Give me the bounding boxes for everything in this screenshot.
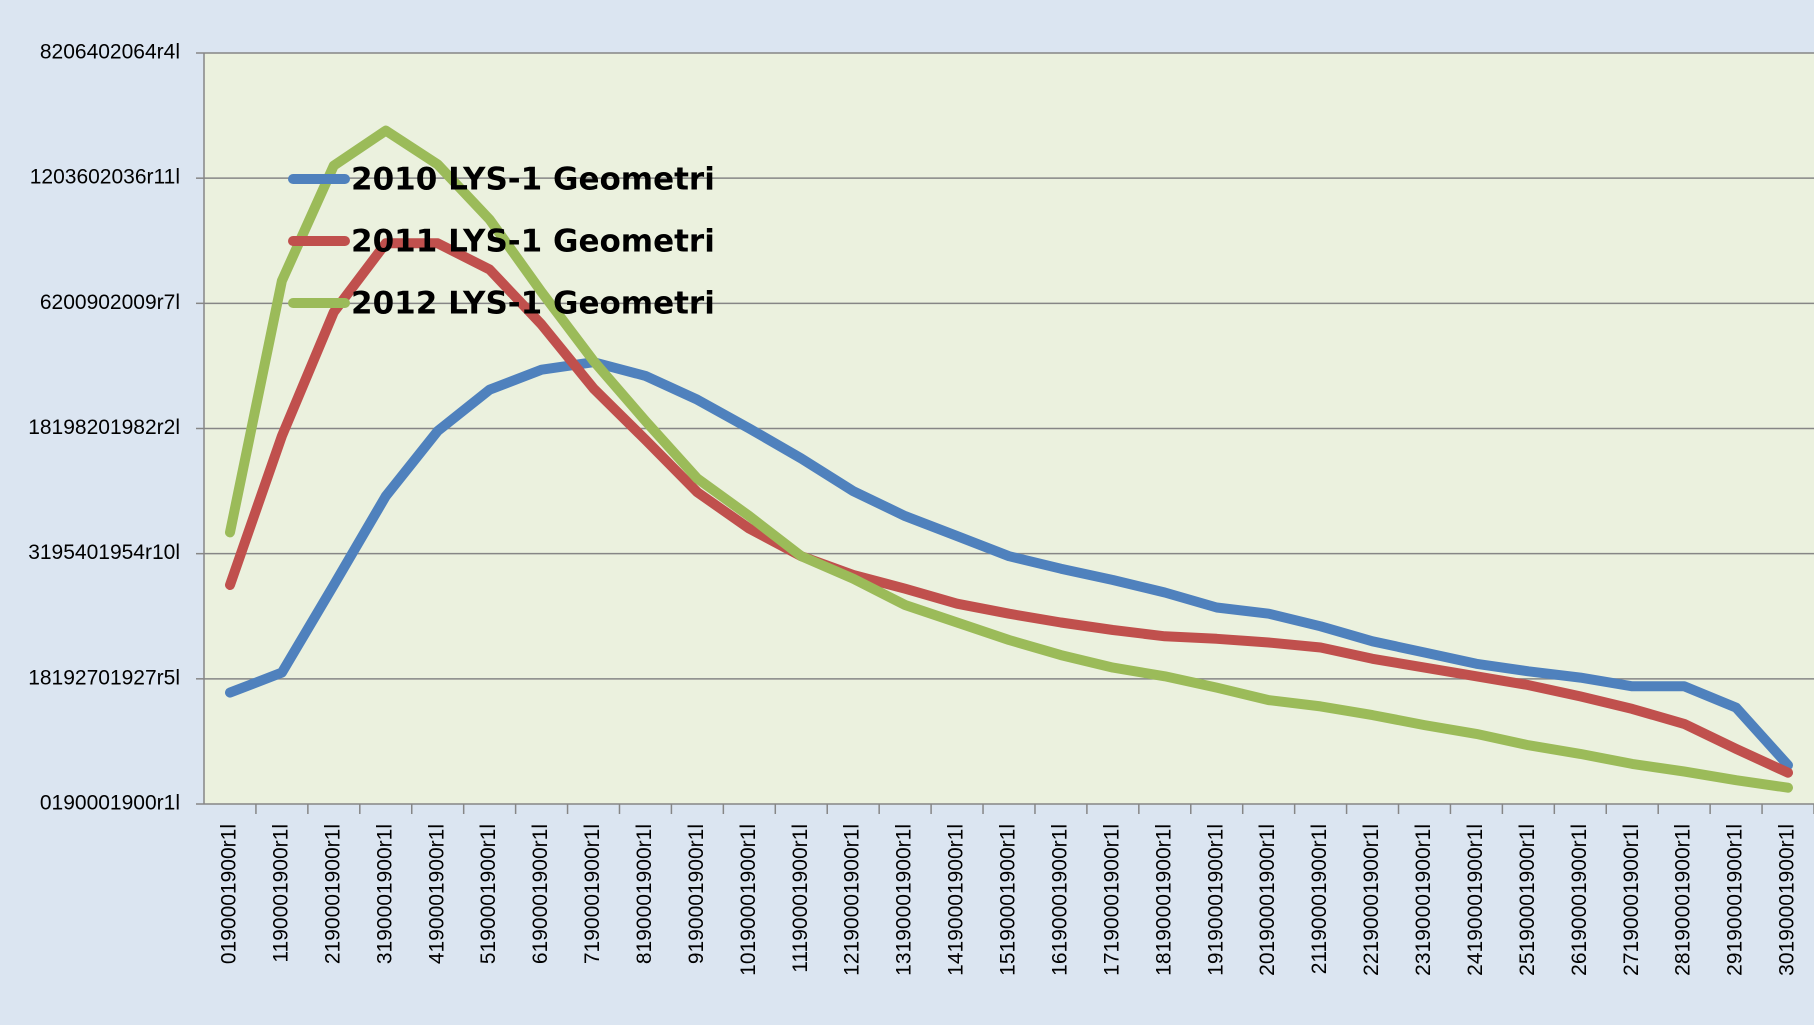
x-tick-label: 8190001900r1l [633, 824, 656, 964]
y-tick-label: 18198201982r2l [28, 416, 180, 439]
x-tick-label: 17190001900r1l [1100, 824, 1123, 976]
x-tick-label: 5190001900r1l [477, 824, 500, 964]
x-tick-label: 13190001900r1l [893, 824, 916, 976]
x-tick-label: 6190001900r1l [529, 824, 552, 964]
y-tick-label: 1203602036r11l [30, 166, 180, 189]
x-tick-label: 2190001900r1l [321, 824, 344, 964]
x-tick-label: 27190001900r1l [1620, 824, 1643, 976]
x-tick-label: 1190001900r1l [269, 824, 292, 963]
y-tick-label: 6200902009r7l [40, 291, 180, 314]
y-tick-label: 0190001900r1l [40, 792, 180, 815]
x-tick-label: 30190001900r1l [1776, 824, 1799, 976]
legend-text: 2011 LYS-1 Geometri [351, 224, 715, 260]
legend-text: 2012 LYS-1 Geometri [351, 286, 715, 322]
x-tick-label: 23190001900r1l [1412, 824, 1435, 976]
series-line [225, 125, 1793, 793]
x-tick-label: 15190001900r1l [997, 824, 1020, 976]
x-tick-label: 21190001900r1l [1308, 824, 1331, 974]
x-tick-label: 10190001900r1l [737, 824, 760, 976]
x-tick-label: 0190001900r1l [218, 824, 241, 964]
y-tick-label: 18192701927r5l [28, 666, 180, 689]
legend-text: 2010 LYS-1 Geometri [351, 162, 715, 198]
x-tick-label: 12190001900r1l [841, 824, 864, 976]
x-tick-label: 14190001900r1l [945, 824, 968, 976]
y-tick-label: 8206402064r4l [40, 41, 180, 64]
x-tick-label: 9190001900r1l [685, 824, 708, 964]
x-tick-label: 28190001900r1l [1672, 824, 1695, 976]
x-tick-label: 18190001900r1l [1152, 824, 1175, 976]
y-tick-label: 3195401954r10l [28, 541, 180, 564]
x-tick-label: 7190001900r1l [581, 824, 604, 964]
x-tick-label: 20190001900r1l [1256, 824, 1279, 976]
x-tick-label: 24190001900r1l [1464, 824, 1487, 976]
series-line [225, 357, 1793, 771]
x-tick-label: 22190001900r1l [1360, 824, 1383, 976]
series-line [225, 238, 1793, 778]
x-tick-label: 29190001900r1l [1724, 824, 1747, 976]
x-tick-label: 26190001900r1l [1568, 824, 1591, 976]
x-tick-label: 16190001900r1l [1048, 824, 1071, 976]
x-tick-label: 4190001900r1l [425, 824, 448, 964]
x-tick-label: 11190001900r1l [789, 824, 812, 973]
x-tick-label: 19190001900r1l [1204, 824, 1227, 976]
x-tick-label: 3190001900r1l [373, 824, 396, 964]
x-tick-label: 25190001900r1l [1516, 824, 1539, 976]
